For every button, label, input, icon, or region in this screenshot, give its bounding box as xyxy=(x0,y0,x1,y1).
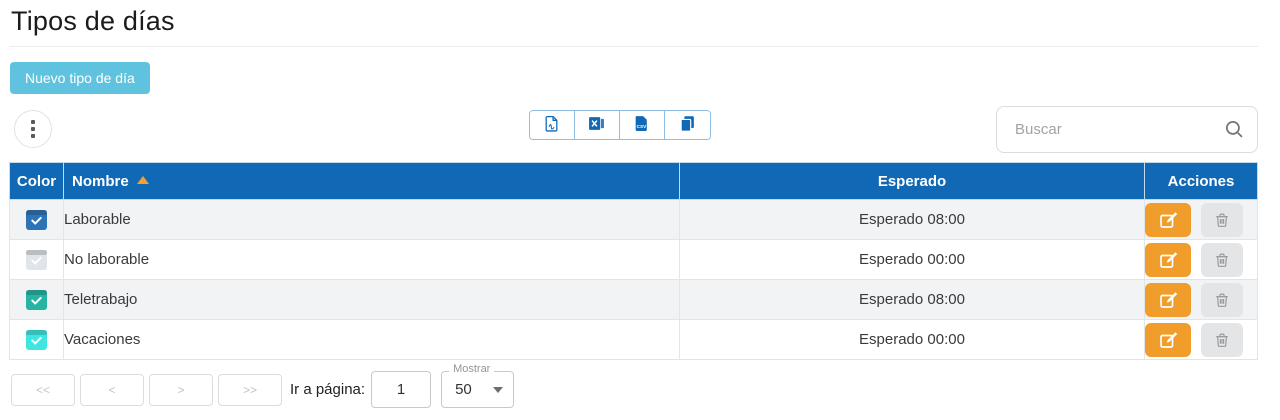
goto-page-label: Ir a página: xyxy=(290,381,366,398)
toolbar: CSV xyxy=(9,105,1258,153)
expected-cell: Esperado 00:00 xyxy=(679,239,1145,280)
edit-icon xyxy=(1159,291,1177,309)
calendar-check-icon xyxy=(26,209,47,230)
trash-icon xyxy=(1214,332,1230,348)
edit-icon xyxy=(1159,211,1177,229)
export-button-group: CSV xyxy=(528,110,711,140)
column-header-esperado[interactable]: Esperado xyxy=(679,162,1145,200)
expected-cell: Esperado 08:00 xyxy=(679,279,1145,320)
table-row: Laborable Esperado 08:00 xyxy=(9,199,1258,240)
edit-button[interactable] xyxy=(1145,282,1191,317)
actions-cell xyxy=(1144,199,1258,240)
calendar-check-icon xyxy=(26,249,47,270)
search-input[interactable] xyxy=(1013,119,1223,139)
kebab-menu-icon xyxy=(31,120,35,124)
title-divider xyxy=(9,46,1258,47)
expected-cell: Esperado 00:00 xyxy=(679,319,1145,360)
delete-button[interactable] xyxy=(1201,242,1244,277)
actions-cell xyxy=(1144,279,1258,320)
edit-button[interactable] xyxy=(1145,202,1191,237)
actions-cell xyxy=(1144,319,1258,360)
new-day-type-button[interactable]: Nuevo tipo de día xyxy=(10,62,150,94)
export-pdf-button[interactable] xyxy=(529,111,575,139)
page-size-label: Mostrar xyxy=(449,363,495,375)
kebab-menu-button[interactable] xyxy=(14,110,52,148)
delete-button[interactable] xyxy=(1201,202,1244,237)
csv-file-icon: CSV xyxy=(633,115,650,135)
pdf-file-icon xyxy=(543,115,560,135)
calendar-check-icon xyxy=(26,329,47,350)
search-icon[interactable] xyxy=(1223,118,1245,140)
copy-icon xyxy=(679,115,696,135)
table-row: No laborable Esperado 00:00 xyxy=(9,239,1258,280)
delete-button[interactable] xyxy=(1201,322,1244,357)
column-header-color[interactable]: Color xyxy=(9,162,64,200)
color-cell xyxy=(9,279,64,320)
edit-icon xyxy=(1159,251,1177,269)
goto-page-input[interactable] xyxy=(371,371,432,408)
export-copy-button[interactable] xyxy=(664,111,710,139)
calendar-check-icon xyxy=(26,289,47,310)
color-cell xyxy=(9,239,64,280)
trash-icon xyxy=(1214,252,1230,268)
last-page-button[interactable]: >> xyxy=(218,373,282,406)
search-box xyxy=(996,105,1258,153)
svg-text:CSV: CSV xyxy=(637,124,647,129)
page-size-value: 50 xyxy=(455,381,472,398)
name-cell: Teletrabajo xyxy=(63,279,680,320)
export-csv-button[interactable]: CSV xyxy=(619,111,665,139)
page-size-select[interactable]: Mostrar 50 xyxy=(441,363,515,408)
column-header-nombre[interactable]: Nombre xyxy=(63,162,680,200)
page: Tipos de días Nuevo tipo de día xyxy=(0,6,1280,408)
chevron-down-icon xyxy=(493,387,504,393)
next-page-button[interactable]: > xyxy=(149,373,213,406)
expected-cell: Esperado 08:00 xyxy=(679,199,1145,240)
prev-page-button[interactable]: < xyxy=(80,373,144,406)
page-title: Tipos de días xyxy=(11,6,175,36)
pagination: << < > >> Ir a página: Mostrar 50 xyxy=(11,363,1258,408)
name-cell: No laborable xyxy=(63,239,680,280)
name-cell: Laborable xyxy=(63,199,680,240)
edit-button[interactable] xyxy=(1145,242,1191,277)
trash-icon xyxy=(1214,292,1230,308)
table-row: Teletrabajo Esperado 08:00 xyxy=(9,279,1258,320)
export-excel-button[interactable] xyxy=(574,111,620,139)
name-cell: Vacaciones xyxy=(63,319,680,360)
table-row: Vacaciones Esperado 00:00 xyxy=(9,319,1258,360)
excel-file-icon xyxy=(588,115,605,135)
actions-cell xyxy=(1144,239,1258,280)
day-types-table: Color Nombre Esperado Acciones Laborable… xyxy=(9,162,1258,360)
color-cell xyxy=(9,319,64,360)
table-header-row: Color Nombre Esperado Acciones xyxy=(9,162,1258,200)
delete-button[interactable] xyxy=(1201,282,1244,317)
edit-icon xyxy=(1159,331,1177,349)
edit-button[interactable] xyxy=(1145,322,1191,357)
color-cell xyxy=(9,199,64,240)
table-body: Laborable Esperado 08:00 xyxy=(9,199,1258,360)
trash-icon xyxy=(1214,212,1230,228)
column-header-acciones[interactable]: Acciones xyxy=(1144,162,1258,200)
sort-asc-icon xyxy=(136,175,149,184)
first-page-button[interactable]: << xyxy=(11,373,75,406)
